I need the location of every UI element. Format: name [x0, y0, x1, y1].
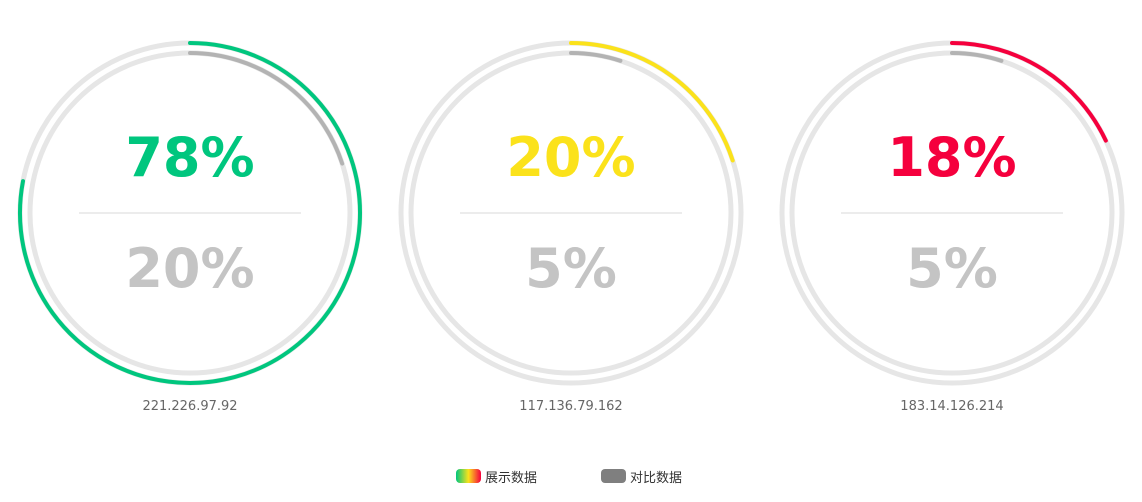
- gauge-value-label: 18%: [887, 126, 1016, 189]
- legend: 展示数据 对比数据: [0, 466, 1142, 486]
- gauge-1: 78% 20% 221.226.97.92: [17, 40, 363, 414]
- legend-label-display-data: 展示数据: [485, 470, 538, 486]
- legend-label-compare-data: 对比数据: [630, 470, 683, 486]
- gauge-compare-label: 5%: [525, 237, 617, 300]
- gauge-compare-label: 5%: [906, 237, 998, 300]
- legend-item-display-data[interactable]: 展示数据: [456, 466, 537, 486]
- legend-item-compare-data[interactable]: 对比数据: [601, 466, 682, 486]
- gauge-value-arc[interactable]: [569, 41, 735, 163]
- gauge-compare-arc[interactable]: [569, 51, 623, 63]
- legend-swatch-display-data: [456, 469, 481, 483]
- gauge-value-arc[interactable]: [950, 41, 1108, 143]
- gauge-value-label: 20%: [506, 126, 635, 189]
- gauge-compare-arc[interactable]: [188, 51, 345, 166]
- gauge-ip-label: 117.136.79.162: [519, 399, 622, 414]
- gauge-compare-label: 20%: [125, 237, 254, 300]
- gauge-value-label: 78%: [125, 126, 254, 189]
- gauge-2: 20% 5% 117.136.79.162: [398, 40, 744, 414]
- gauge-ip-label: 183.14.126.214: [900, 399, 1003, 414]
- gauge-compare-arc[interactable]: [950, 51, 1004, 63]
- legend-swatch-compare-data: [601, 469, 626, 483]
- gauge-ip-label: 221.226.97.92: [142, 399, 237, 414]
- gauge-3: 18% 5% 183.14.126.214: [779, 40, 1125, 414]
- gauge-value-arc[interactable]: [18, 41, 362, 385]
